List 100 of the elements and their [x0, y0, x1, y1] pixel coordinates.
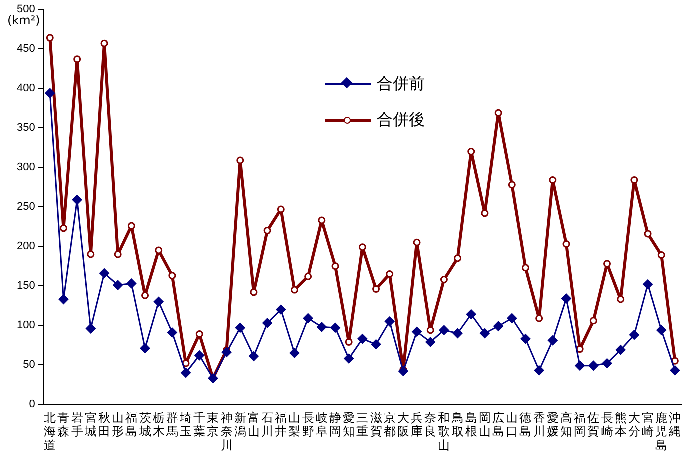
point — [658, 252, 666, 260]
x-tick-label: 千葉 — [194, 410, 206, 439]
point — [72, 194, 82, 205]
point — [194, 350, 205, 361]
x-tick-label: 長野 — [302, 410, 314, 439]
point — [60, 224, 68, 232]
y-tick-label: 450 — [16, 43, 36, 56]
x-tick-label: 三重 — [356, 410, 369, 439]
x-tick-label: 香川 — [533, 410, 546, 439]
x-tick-label: 埼玉 — [179, 410, 192, 439]
point — [426, 326, 434, 334]
x-tick-label: 福岡 — [574, 410, 586, 439]
x-tick-label: 京都 — [384, 410, 396, 439]
point — [398, 366, 408, 376]
point — [264, 227, 272, 235]
point — [604, 260, 612, 268]
x-tick-label: 岡山 — [478, 410, 491, 439]
point — [140, 344, 150, 354]
point — [670, 366, 680, 376]
point — [344, 354, 354, 364]
point — [276, 304, 286, 315]
x-tick-label: 北海道 — [44, 410, 56, 452]
y-tick-label: 500 — [16, 4, 36, 16]
point — [617, 296, 625, 304]
x-tick-label: 宮崎 — [642, 410, 654, 439]
point — [602, 358, 612, 369]
x-tick-label: 石川 — [262, 410, 274, 439]
y-tick-label: 100 — [16, 320, 36, 332]
point — [507, 313, 518, 324]
point — [235, 322, 246, 333]
point — [304, 272, 312, 280]
point — [562, 294, 572, 304]
point — [58, 294, 69, 305]
x-tick-label: 高知 — [560, 410, 572, 439]
point — [616, 345, 626, 356]
point — [480, 328, 490, 338]
x-tick-label: 静岡 — [330, 410, 342, 439]
point — [113, 280, 124, 290]
point — [520, 334, 531, 344]
point — [236, 156, 244, 164]
point — [644, 230, 652, 238]
y-tick-label: 50 — [23, 359, 36, 372]
point — [155, 246, 163, 254]
x-tick-label: 奈良 — [424, 410, 437, 439]
point — [412, 326, 422, 337]
point — [318, 216, 326, 224]
point — [45, 88, 56, 98]
x-tick-label: 島根 — [465, 410, 478, 439]
point — [562, 240, 570, 248]
point — [100, 268, 110, 278]
point — [548, 336, 558, 346]
x-tick-label: 福井 — [275, 410, 288, 439]
point — [248, 351, 259, 362]
x-tick-label: 滋賀 — [370, 410, 382, 439]
point — [316, 322, 327, 332]
x-tick-label: 長崎 — [601, 410, 614, 439]
point — [643, 280, 654, 290]
point — [413, 238, 421, 246]
x-tick-label: 和歌山 — [438, 410, 450, 452]
point — [536, 314, 544, 322]
point — [452, 328, 463, 338]
x-tick-label: 鳥取 — [450, 410, 464, 439]
point — [74, 56, 82, 64]
x-tick-label: 佐賀 — [588, 410, 600, 439]
x-tick-label: 鹿児島 — [656, 410, 668, 452]
point — [168, 272, 176, 280]
x-tick-label: 山口 — [506, 410, 518, 439]
point — [494, 321, 504, 332]
x-tick-label: 宮城 — [84, 410, 97, 439]
point — [358, 334, 368, 344]
x-tick-label: 山形 — [112, 410, 124, 439]
x-tick-label: 熊本 — [614, 410, 627, 439]
point — [371, 340, 382, 350]
x-tick-label: 富山 — [248, 410, 260, 439]
point — [290, 348, 300, 358]
x-tick-label: 神奈川 — [220, 410, 233, 452]
y-tick-label: 0 — [29, 398, 36, 411]
point — [534, 366, 544, 376]
x-tick-label: 大阪 — [397, 410, 410, 439]
point — [454, 254, 462, 262]
point — [588, 360, 599, 371]
point — [303, 313, 314, 324]
x-tick-label: 兵庫 — [411, 410, 424, 439]
point — [386, 270, 394, 278]
point — [575, 360, 586, 371]
point — [522, 264, 530, 272]
x-tick-label: 秋田 — [98, 410, 110, 439]
y-tick-label: 300 — [16, 162, 36, 174]
point — [576, 346, 584, 354]
point — [46, 34, 54, 42]
y-tick-label: 250 — [16, 201, 36, 214]
point — [330, 322, 340, 333]
point — [222, 347, 232, 358]
legend-label: 合併後 — [377, 110, 425, 130]
point — [181, 368, 192, 378]
legend-label: 合併前 — [377, 74, 425, 94]
y-axis-title: (km²) — [8, 14, 40, 28]
point — [87, 250, 95, 258]
point — [196, 330, 204, 338]
x-tick-label: 茨城 — [138, 410, 152, 439]
